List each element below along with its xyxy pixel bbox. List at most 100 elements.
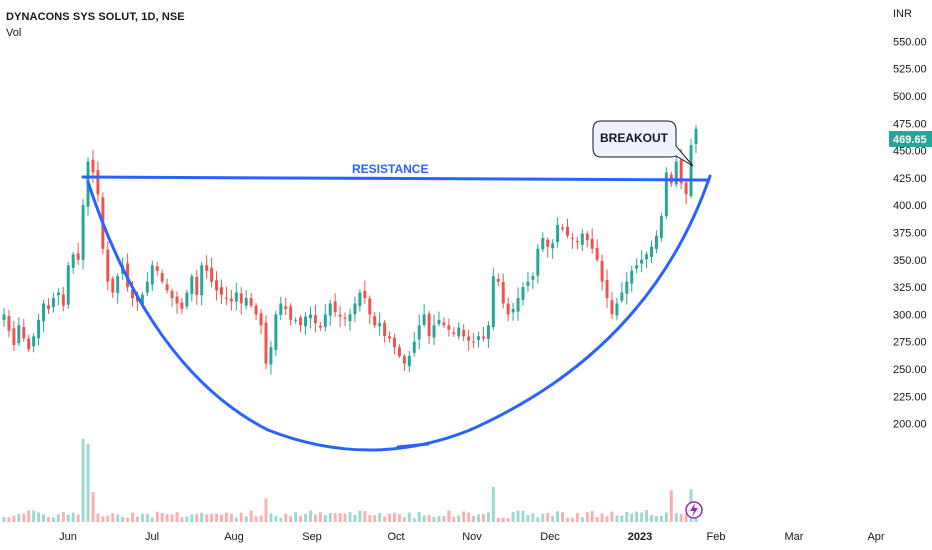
candle-body: [274, 314, 278, 350]
volume-bar: [220, 514, 223, 522]
cup-curve: [86, 174, 712, 452]
x-tick-label: Mar: [785, 531, 804, 543]
volume-label: Vol: [6, 27, 22, 39]
x-tick-label: Dec: [540, 531, 560, 543]
volume-bar: [170, 514, 174, 522]
candle-body: [140, 294, 144, 305]
y-tick-label: 275.00: [893, 337, 927, 349]
cup-bottom-marker: [396, 442, 430, 449]
volume-bar: [111, 513, 115, 522]
volume-bar: [126, 517, 130, 522]
candle-body: [452, 332, 456, 335]
volume-bar: [407, 512, 411, 522]
breakout-callout: BREAKOUT: [592, 120, 694, 167]
volume-bar: [348, 512, 352, 522]
volume-bar: [284, 513, 288, 522]
volume-bar: [289, 516, 293, 522]
y-tick-label: 425.00: [893, 173, 927, 185]
candle-body: [388, 336, 392, 339]
volume-bars: [2, 438, 698, 522]
volume-bar: [472, 515, 476, 522]
volume-bar: [570, 517, 574, 522]
candle-body: [2, 314, 6, 320]
candle-body: [689, 145, 693, 196]
y-tick-label: 250.00: [893, 364, 927, 376]
volume-bar: [575, 513, 579, 522]
volume-bar: [254, 516, 258, 522]
volume-bar: [244, 516, 248, 522]
candle-body: [220, 287, 223, 295]
candle-body: [516, 298, 520, 312]
volume-bar: [140, 513, 144, 522]
volume-bar: [437, 516, 441, 522]
candle-body: [51, 298, 55, 308]
volume-bar: [580, 517, 584, 522]
last-price-value: 469.65: [893, 134, 927, 146]
volume-bar: [343, 513, 347, 522]
volume-bar: [274, 515, 278, 522]
candle-body: [224, 297, 228, 299]
event-marker[interactable]: [685, 501, 703, 519]
volume-bar: [447, 510, 451, 522]
volume-bar: [630, 513, 634, 522]
candle-body: [308, 314, 312, 319]
volume-bar: [358, 510, 362, 522]
volume-bar: [190, 514, 194, 522]
volume-bar: [531, 513, 535, 522]
volume-bar: [546, 513, 550, 522]
currency-label: INR: [893, 8, 912, 20]
candle-body: [635, 265, 639, 269]
candle-body: [333, 301, 337, 313]
candle-body: [467, 336, 471, 341]
volume-bar: [486, 512, 490, 522]
candle-body: [343, 317, 347, 319]
y-tick-label: 475.00: [893, 118, 927, 130]
volume-bar: [81, 438, 85, 522]
x-tick-label: 2023: [628, 531, 652, 543]
volume-bar: [664, 512, 668, 522]
candle-body: [402, 356, 406, 364]
candle-body: [269, 347, 273, 365]
candle-body: [486, 325, 490, 339]
volume-bar: [442, 515, 446, 522]
volume-bar: [669, 490, 673, 522]
volume-bar: [279, 517, 283, 522]
x-tick-label: Sep: [302, 531, 322, 543]
candle-body: [407, 355, 411, 367]
volume-bar: [61, 511, 65, 522]
time-axis[interactable]: Jun Jul Aug Sep Oct Nov Dec 2023 Feb Mar Apr: [59, 531, 885, 543]
candle-body: [338, 314, 342, 317]
candle-body: [363, 290, 367, 299]
candle-body: [422, 314, 426, 325]
candle-body: [215, 280, 219, 291]
candle-body: [511, 308, 515, 313]
candle-body: [481, 336, 485, 339]
volume-bar: [264, 498, 268, 522]
y-tick-label: 525.00: [893, 64, 927, 76]
volume-bar: [37, 512, 41, 522]
chart-title: DYNACONS SYS SOLUT, 1D, NSE: [6, 11, 185, 23]
candle-body: [645, 254, 649, 260]
candle-body: [630, 270, 634, 284]
volume-bar: [32, 510, 36, 522]
candle-body: [229, 298, 233, 302]
candle-body: [620, 292, 624, 301]
volume-bar: [412, 517, 416, 522]
candle-body: [541, 237, 545, 250]
volume-bar: [556, 511, 560, 522]
candle-body: [96, 170, 100, 195]
volume-bar: [185, 516, 189, 522]
volume-bar: [2, 517, 6, 522]
volume-bar: [71, 512, 75, 522]
price-axis[interactable]: 550.00 525.00 500.00 475.00 450.00 425.00 400.…: [893, 36, 927, 430]
resistance-label: RESISTANCE: [352, 162, 428, 176]
volume-bar: [215, 513, 219, 522]
candle-body: [556, 224, 560, 242]
x-tick-label: Apr: [867, 531, 884, 543]
volume-bar: [477, 514, 480, 522]
volume-bar: [224, 512, 228, 522]
y-tick-label: 400.00: [893, 200, 927, 212]
candle-body: [432, 325, 436, 338]
volume-bar: [338, 513, 342, 522]
